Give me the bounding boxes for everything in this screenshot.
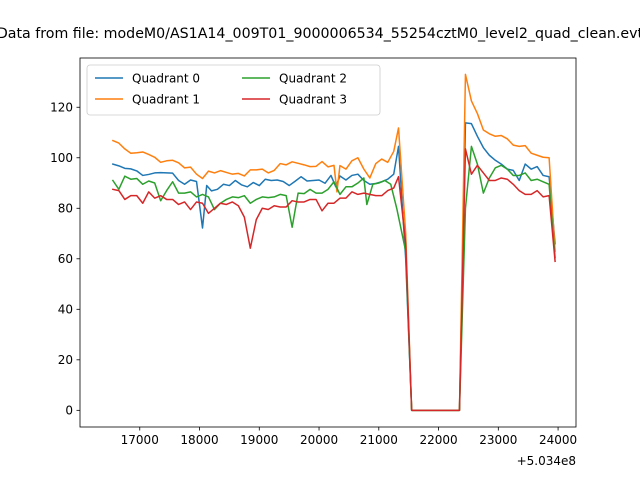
legend-label: Quadrant 1 <box>132 92 200 106</box>
chart-title: Data from file: modeM0/AS1A14_009T01_900… <box>0 26 640 42</box>
y-axis: 0 20 40 60 80 100 120 <box>50 101 80 418</box>
series-line-quadrant-0 <box>111 122 556 412</box>
y-tick-label: 40 <box>58 303 73 317</box>
legend-label: Quadrant 0 <box>132 71 200 85</box>
legend: Quadrant 0 Quadrant 1 Quadrant 2 Quadrant 3 <box>86 64 381 116</box>
x-tick-label: 20000 <box>300 433 338 447</box>
x-tick-label: 19000 <box>240 433 278 447</box>
y-tick-label: 0 <box>65 404 73 418</box>
legend-box <box>86 64 381 116</box>
x-tick-label: 17000 <box>121 433 159 447</box>
y-tick-label: 60 <box>58 252 73 266</box>
series-line-quadrant-1 <box>111 73 556 412</box>
plot-area <box>80 58 576 427</box>
series-layer <box>111 73 556 412</box>
y-tick-label: 20 <box>58 353 73 367</box>
legend-label: Quadrant 3 <box>279 92 347 106</box>
y-tick-label: 120 <box>50 101 73 115</box>
x-tick-label: 18000 <box>180 433 218 447</box>
y-tick-label: 100 <box>50 151 73 165</box>
x-axis: 17000 18000 19000 20000 21000 22000 23000 24000 <box>121 427 577 447</box>
x-tick-label: 24000 <box>539 433 577 447</box>
plot-frame <box>79 57 577 428</box>
series-line-quadrant-3 <box>111 148 556 412</box>
x-tick-label: 21000 <box>360 433 398 447</box>
x-tick-label: 22000 <box>419 433 457 447</box>
x-tick-label: 23000 <box>479 433 517 447</box>
y-tick-label: 80 <box>58 202 73 216</box>
legend-label: Quadrant 2 <box>279 71 347 85</box>
x-axis-offset-label: +5.034e8 <box>517 454 576 468</box>
series-line-quadrant-2 <box>111 145 556 412</box>
